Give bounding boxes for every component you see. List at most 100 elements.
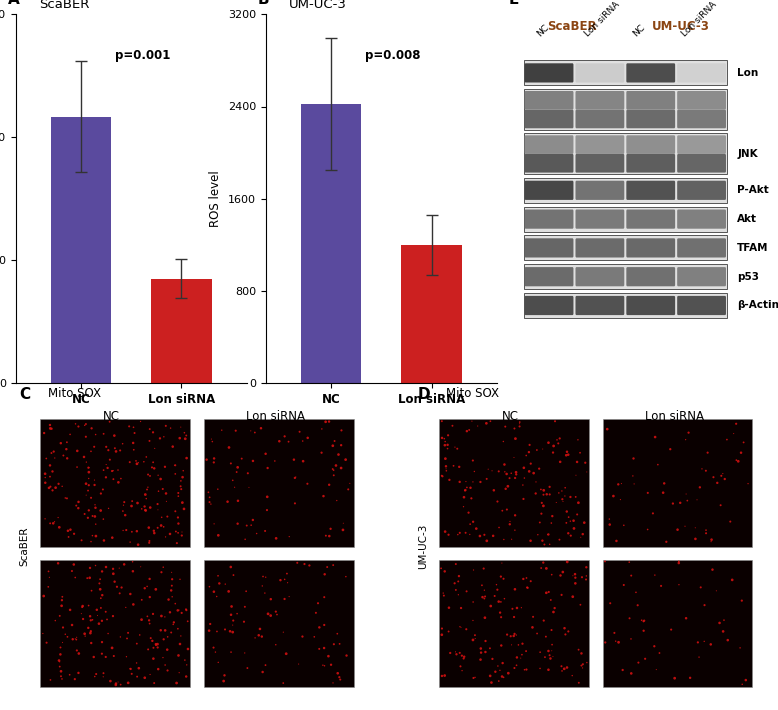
- Point: [538, 485, 550, 496]
- Point: [112, 464, 124, 476]
- Point: [436, 415, 448, 427]
- Point: [710, 585, 723, 596]
- Point: [114, 679, 127, 690]
- Point: [469, 672, 482, 683]
- Point: [113, 562, 125, 574]
- Point: [327, 677, 339, 689]
- Point: [131, 671, 143, 682]
- Point: [219, 624, 231, 635]
- Point: [66, 633, 79, 645]
- Point: [54, 437, 67, 449]
- Point: [439, 453, 451, 464]
- Point: [545, 624, 558, 635]
- Point: [48, 452, 61, 464]
- Point: [257, 571, 269, 582]
- Point: [205, 498, 217, 510]
- Point: [256, 631, 268, 643]
- Point: [226, 475, 239, 486]
- Point: [232, 495, 244, 506]
- Point: [469, 633, 482, 644]
- Point: [323, 416, 335, 427]
- Point: [461, 586, 473, 597]
- Point: [297, 456, 310, 467]
- Point: [61, 437, 73, 448]
- Point: [342, 484, 355, 495]
- Point: [654, 648, 666, 659]
- Point: [243, 481, 255, 493]
- Point: [502, 667, 514, 679]
- Point: [161, 511, 173, 523]
- Point: [734, 642, 746, 653]
- Point: [717, 626, 729, 637]
- Point: [320, 530, 332, 541]
- Point: [170, 526, 182, 537]
- FancyBboxPatch shape: [576, 154, 624, 173]
- Point: [576, 572, 588, 583]
- Point: [172, 512, 184, 523]
- Point: [315, 447, 328, 459]
- Point: [148, 463, 160, 474]
- Bar: [524, 60, 727, 85]
- Point: [37, 590, 50, 601]
- Point: [147, 608, 159, 620]
- FancyBboxPatch shape: [677, 109, 726, 129]
- Point: [546, 639, 559, 650]
- Point: [271, 609, 283, 621]
- Point: [692, 637, 704, 648]
- Point: [705, 639, 717, 650]
- Point: [495, 596, 507, 608]
- Point: [258, 587, 271, 599]
- Point: [150, 640, 163, 651]
- Point: [467, 634, 479, 645]
- Point: [293, 658, 305, 670]
- Point: [510, 652, 523, 663]
- Point: [639, 653, 651, 665]
- Text: UM-UC-3: UM-UC-3: [652, 20, 710, 33]
- Point: [72, 496, 85, 508]
- Point: [159, 660, 171, 671]
- Point: [731, 454, 743, 466]
- Point: [497, 672, 510, 683]
- Point: [289, 472, 301, 484]
- Bar: [439, 559, 589, 687]
- Point: [535, 562, 548, 574]
- Point: [289, 498, 301, 509]
- Point: [125, 501, 138, 512]
- Point: [531, 444, 543, 456]
- Point: [98, 535, 110, 546]
- Point: [523, 466, 535, 477]
- Point: [159, 531, 172, 542]
- Point: [96, 589, 108, 601]
- Point: [467, 615, 479, 626]
- Point: [340, 571, 352, 582]
- Point: [225, 458, 237, 469]
- Point: [562, 528, 574, 539]
- Point: [713, 617, 726, 628]
- Point: [509, 525, 521, 536]
- Point: [479, 635, 492, 647]
- Point: [578, 517, 591, 528]
- Point: [152, 504, 164, 515]
- Point: [181, 616, 194, 627]
- Point: [161, 665, 173, 676]
- Point: [147, 427, 159, 438]
- Point: [464, 529, 476, 540]
- Point: [490, 579, 503, 590]
- Point: [436, 623, 448, 634]
- FancyBboxPatch shape: [626, 136, 675, 154]
- Point: [80, 457, 93, 468]
- Point: [510, 466, 522, 478]
- Point: [132, 539, 145, 550]
- Point: [451, 443, 464, 454]
- Point: [170, 537, 183, 549]
- Point: [288, 454, 300, 465]
- Point: [142, 481, 154, 493]
- Point: [504, 630, 517, 642]
- Point: [657, 487, 669, 498]
- Point: [37, 628, 49, 639]
- Point: [118, 496, 131, 508]
- Point: [206, 436, 219, 447]
- Point: [658, 478, 671, 489]
- Point: [565, 530, 577, 541]
- Point: [546, 510, 559, 522]
